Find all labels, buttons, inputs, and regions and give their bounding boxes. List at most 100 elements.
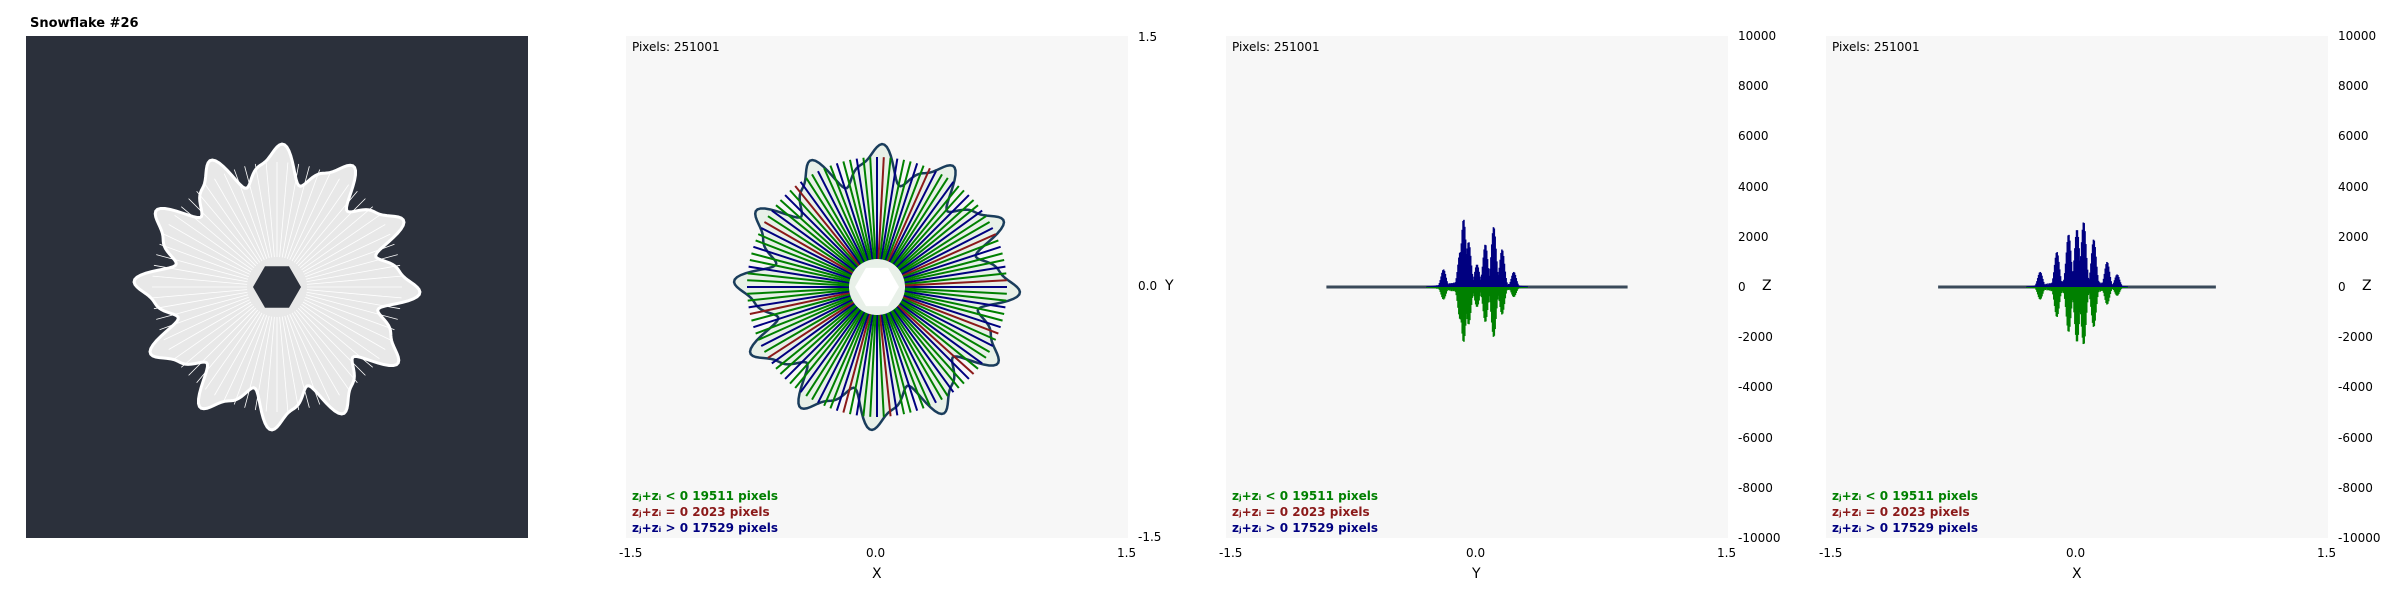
scatter-ray <box>884 163 919 261</box>
snowflake-ray <box>295 309 358 384</box>
legend-zero: zⱼ+zᵢ = 0 2023 pixels <box>1232 505 1370 519</box>
snowflake-ray <box>180 305 255 368</box>
y-tick-label: -6000 <box>1738 430 1773 445</box>
snowflake-ray <box>301 303 380 360</box>
snowflake-ray <box>293 184 350 263</box>
scatter-ray <box>892 181 955 265</box>
scatter-ray <box>842 313 871 413</box>
scatter-ray <box>901 298 994 347</box>
y-tick-label: -1.5 <box>1138 530 1162 544</box>
y-tick-label: 8000 <box>1738 79 1769 94</box>
y-tick-label: -4000 <box>2338 380 2373 395</box>
snowflake-ray <box>304 299 391 341</box>
scatter-ray <box>748 265 850 284</box>
scatter-ray <box>899 301 987 359</box>
snowflake-ray <box>244 315 270 408</box>
x-tick-label: 1.5 <box>1717 546 1737 560</box>
scatter-ray <box>890 173 943 264</box>
scatter-ray <box>902 233 997 277</box>
scatter-ray <box>799 309 862 393</box>
scatter-ray <box>775 303 856 370</box>
snowflake-ray <box>305 294 398 320</box>
legend-negative: zⱼ+zᵢ < 0 19511 pixels <box>1232 489 1378 503</box>
scatter-ray <box>805 309 863 397</box>
snowflake-ray <box>304 233 391 275</box>
scatter-ray <box>904 287 1007 295</box>
snowflake-ray <box>152 275 248 285</box>
y-tick-label: -8000 <box>2338 480 2373 495</box>
scatter-ray <box>869 157 877 260</box>
scatter-ray <box>855 158 874 260</box>
scatter-ray <box>747 287 850 295</box>
y-tick-label: 0 <box>1738 280 1746 294</box>
scatter-ray <box>763 221 854 274</box>
snowflake-ray <box>289 173 331 260</box>
scatter-ray <box>891 309 949 397</box>
x-tick-label: -1.5 <box>619 546 643 560</box>
scatter-ray <box>757 233 852 277</box>
scatter-ray <box>888 311 937 404</box>
snowflake-ray <box>299 206 374 269</box>
snowflake-drawing <box>132 142 422 432</box>
snowflake-ray <box>297 307 366 376</box>
scatter-ray <box>805 177 863 265</box>
scatter-ray <box>877 314 885 417</box>
snowflake-ray <box>291 178 340 262</box>
scatter-ray <box>901 227 994 276</box>
xz-histogram-svg <box>1938 222 2216 345</box>
scatter-ray <box>904 272 1007 286</box>
y-tick-label: -2000 <box>2338 330 2373 345</box>
scatter-ray <box>903 293 1003 322</box>
y-tick-label: 6000 <box>1738 129 1769 144</box>
scatter-ray <box>904 265 1006 284</box>
scatter-ray <box>893 308 960 389</box>
scatter-ray <box>903 252 1003 281</box>
scatter-ray <box>794 185 861 266</box>
scatter-ray <box>880 158 899 260</box>
scatter-ray <box>757 297 852 341</box>
scatter-ray <box>887 312 931 407</box>
snowflake-ray <box>281 316 300 411</box>
pixels-count: Pixels: 251001 <box>632 40 720 54</box>
scatter-ray <box>880 314 899 416</box>
scatter-ray <box>862 314 876 417</box>
xz-plot: Pixels: 251001 zⱼ+zᵢ < 0 19511 pixels zⱼ… <box>1826 36 2328 538</box>
scatter-ray <box>878 314 892 417</box>
snowflake-ray <box>291 312 340 396</box>
scatter-ray <box>747 272 850 286</box>
y-axis-label: Y <box>1165 278 1174 294</box>
snowflake-ray <box>223 314 265 401</box>
snowflake-ray <box>254 163 273 258</box>
snowflake-image <box>26 36 528 538</box>
scatter-ray <box>760 227 853 276</box>
scatter-ray <box>886 165 925 262</box>
legend-positive: zⱼ+zᵢ > 0 17529 pixels <box>1232 521 1378 535</box>
yz-plot: Pixels: 251001 zⱼ+zᵢ < 0 19511 pixels zⱼ… <box>1226 36 1728 538</box>
snowflake-ray <box>306 275 402 285</box>
scatter-ray <box>817 170 866 263</box>
snowflake-ray <box>286 169 321 259</box>
scatter-ray <box>753 245 851 280</box>
yz-histogram-svg <box>1326 219 1628 342</box>
snowflake-ray <box>289 314 331 401</box>
scatter-ray <box>881 159 906 260</box>
scatter-ray <box>784 306 858 380</box>
scatter-ray <box>751 252 851 281</box>
x-axis-label: X <box>2072 566 2082 582</box>
y-tick-label: 2000 <box>1738 229 1769 244</box>
y-tick-label: -10000 <box>2338 531 2381 545</box>
y-tick-label: 4000 <box>1738 179 1769 194</box>
snowflake-ray <box>196 190 259 265</box>
legend-positive: zⱼ+zᵢ > 0 17529 pixels <box>632 521 778 535</box>
y-tick-label: -2000 <box>1738 330 1773 345</box>
y-tick-label: 2000 <box>2338 229 2369 244</box>
y-tick-label: 4000 <box>2338 179 2369 194</box>
panel-title: Snowflake #26 <box>30 16 139 31</box>
snowflake-ray <box>180 206 255 269</box>
legend-negative: zⱼ+zᵢ < 0 19511 pixels <box>632 489 778 503</box>
scatter-ray <box>869 314 877 417</box>
scatter-ray <box>747 288 850 302</box>
snowflake-ray <box>159 296 249 331</box>
snowflake-ray <box>293 311 350 390</box>
snowflake-ray <box>286 315 321 405</box>
